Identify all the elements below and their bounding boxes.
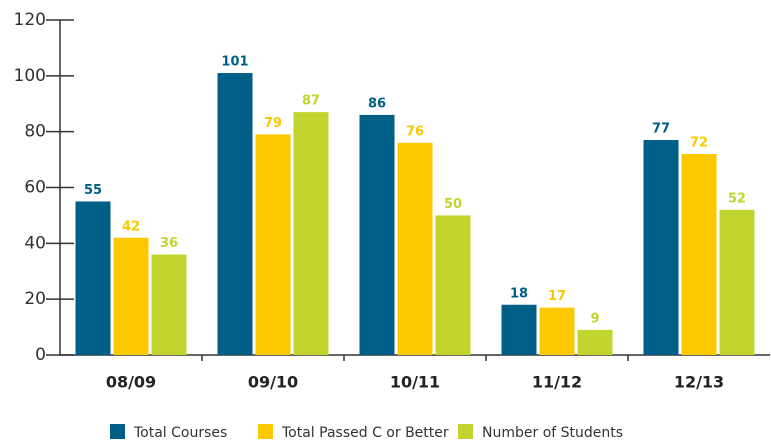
legend-label: Number of Students <box>482 425 623 441</box>
legend-swatch <box>458 424 473 439</box>
value-label: 52 <box>728 191 746 206</box>
bar <box>681 154 717 355</box>
bar <box>577 329 613 355</box>
bar <box>151 254 187 355</box>
bar <box>217 73 253 356</box>
y-tick-label: 40 <box>24 233 46 253</box>
value-label: 77 <box>652 122 670 137</box>
bar <box>255 134 291 355</box>
y-tick-label: 80 <box>24 122 46 142</box>
legend-label: Total Courses <box>133 425 227 441</box>
value-label: 17 <box>548 289 566 304</box>
value-label: 79 <box>264 116 282 131</box>
bar <box>501 304 537 355</box>
value-label: 18 <box>510 286 528 301</box>
bar <box>359 114 395 356</box>
x-tick-label: 10/11 <box>390 373 440 392</box>
x-tick-label: 08/09 <box>106 373 156 392</box>
bar <box>293 112 329 355</box>
value-label: 50 <box>444 197 462 212</box>
value-label: 87 <box>302 94 320 109</box>
value-label: 101 <box>221 55 248 70</box>
bar <box>719 209 755 355</box>
value-label: 36 <box>160 236 178 251</box>
value-label: 72 <box>690 136 708 151</box>
legend-swatch <box>110 424 125 439</box>
value-label: 86 <box>368 96 386 111</box>
x-tick-label: 11/12 <box>532 373 582 392</box>
y-tick-label: 120 <box>14 10 46 30</box>
value-label: 9 <box>590 311 599 326</box>
bar <box>539 307 575 355</box>
bar <box>435 215 471 355</box>
legend-swatch <box>258 424 273 439</box>
bar <box>397 142 433 355</box>
legend-label: Total Passed C or Better <box>281 425 449 441</box>
x-tick-label: 09/10 <box>248 373 298 392</box>
y-tick-label: 60 <box>24 178 46 198</box>
bar <box>643 140 679 355</box>
value-label: 55 <box>84 183 102 198</box>
y-tick-label: 100 <box>14 66 46 86</box>
y-tick-label: 20 <box>24 289 46 309</box>
x-tick-label: 12/13 <box>674 373 724 392</box>
bar <box>75 201 111 355</box>
bar <box>113 237 149 355</box>
y-tick-label: 0 <box>35 345 46 365</box>
value-label: 42 <box>122 219 140 234</box>
value-label: 76 <box>406 124 424 139</box>
